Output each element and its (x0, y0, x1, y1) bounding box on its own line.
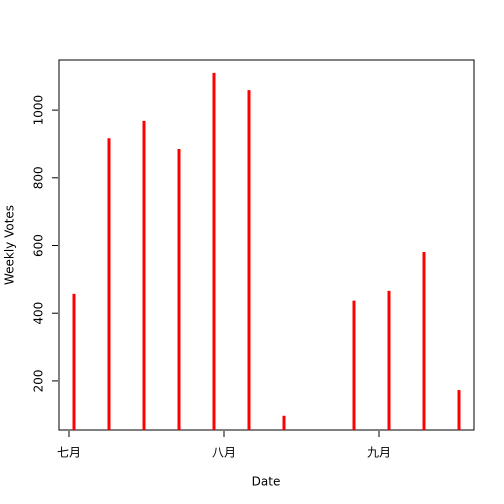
y-tick-label: 400 (32, 302, 46, 325)
y-tick-label: 200 (32, 369, 46, 392)
x-axis-label: Date (252, 475, 281, 489)
plot-frame (58, 59, 475, 431)
y-axis-label: Weekly Votes (3, 205, 17, 285)
x-tick-label: 七月 (57, 446, 81, 460)
y-tick-label: 800 (32, 166, 46, 189)
y-tick-label: 600 (32, 234, 46, 257)
x-tick-label: 八月 (212, 446, 236, 460)
x-tick-label: 九月 (367, 446, 391, 460)
y-tick-label: 1000 (32, 95, 46, 126)
